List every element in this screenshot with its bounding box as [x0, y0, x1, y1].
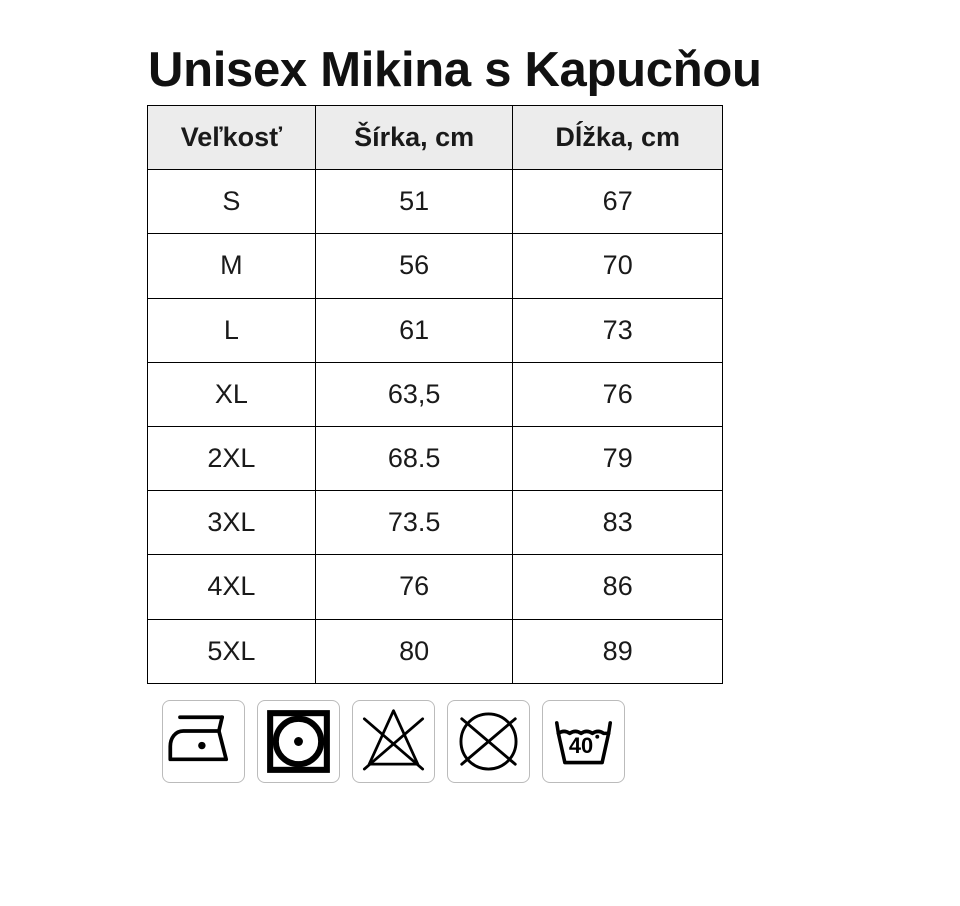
svg-text:40: 40: [569, 733, 593, 758]
